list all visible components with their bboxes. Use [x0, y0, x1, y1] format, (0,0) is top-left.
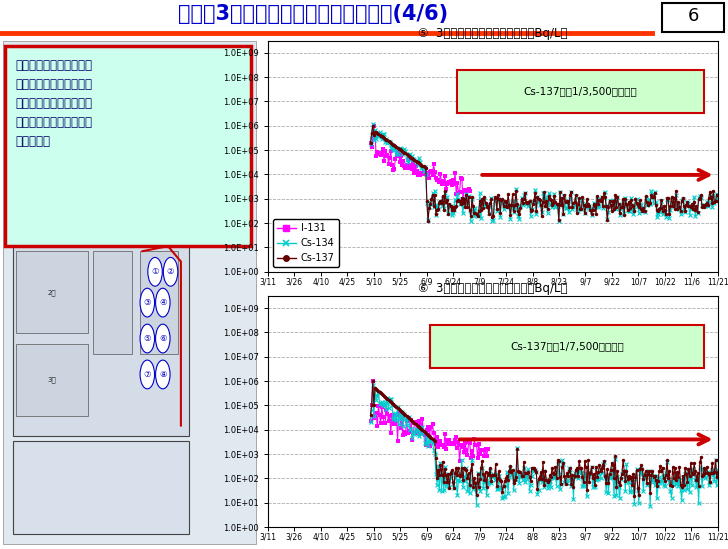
Text: ①: ① — [151, 267, 159, 276]
Text: 6: 6 — [688, 7, 700, 25]
Title: ⑥  3号機シルトスクリーン外側（Bq/L）: ⑥ 3号機シルトスクリーン外側（Bq/L） — [418, 282, 568, 295]
Text: 海水（3号機スクリーン）放射能濃度(4/6): 海水（3号機スクリーン）放射能濃度(4/6) — [178, 3, 448, 24]
Legend: I-131, Cs-134, Cs-137: I-131, Cs-134, Cs-137 — [273, 220, 339, 267]
FancyBboxPatch shape — [430, 325, 704, 368]
Bar — [13, 56, 181, 231]
Text: 6号: 6号 — [52, 157, 62, 166]
Text: 現時点でセシウム放射能
濃度の有意な変動は見ら
れない（港湾内に閉じ込
められている状態と考え
られる）。: 現時点でセシウム放射能 濃度の有意な変動は見ら れない（港湾内に閉じ込 められて… — [15, 59, 92, 148]
Circle shape — [156, 360, 170, 389]
Bar — [15, 251, 88, 333]
Text: ③: ③ — [143, 298, 151, 307]
Circle shape — [140, 324, 154, 353]
Bar — [31, 87, 95, 210]
Text: 2号: 2号 — [47, 289, 56, 296]
Text: Cs-137で約1/3,500まで下降: Cs-137で約1/3,500まで下降 — [523, 86, 638, 96]
Bar — [662, 3, 724, 32]
Circle shape — [140, 288, 154, 317]
Circle shape — [156, 288, 170, 317]
Bar — [93, 251, 132, 354]
Bar — [13, 441, 189, 534]
Text: 3号: 3号 — [47, 376, 56, 383]
Bar — [15, 344, 88, 416]
FancyBboxPatch shape — [457, 70, 704, 113]
Bar — [13, 241, 189, 436]
Text: ⑦: ⑦ — [143, 370, 151, 379]
Title: ⑤  3号機シルトスクリーン内側（Bq/L）: ⑤ 3号機シルトスクリーン内側（Bq/L） — [418, 27, 568, 40]
Circle shape — [156, 324, 170, 353]
Text: Cs-137で約1/7,500まで下降: Cs-137で約1/7,500まで下降 — [510, 341, 624, 351]
Text: ④: ④ — [159, 298, 167, 307]
Bar — [103, 87, 160, 200]
Text: ②: ② — [167, 267, 174, 276]
Bar — [140, 251, 178, 354]
Text: ⑧: ⑧ — [159, 370, 167, 379]
Text: ⑤: ⑤ — [143, 334, 151, 343]
Text: ⑥: ⑥ — [159, 334, 167, 343]
FancyBboxPatch shape — [5, 46, 250, 246]
Circle shape — [163, 257, 178, 286]
Circle shape — [148, 257, 162, 286]
Circle shape — [140, 360, 154, 389]
